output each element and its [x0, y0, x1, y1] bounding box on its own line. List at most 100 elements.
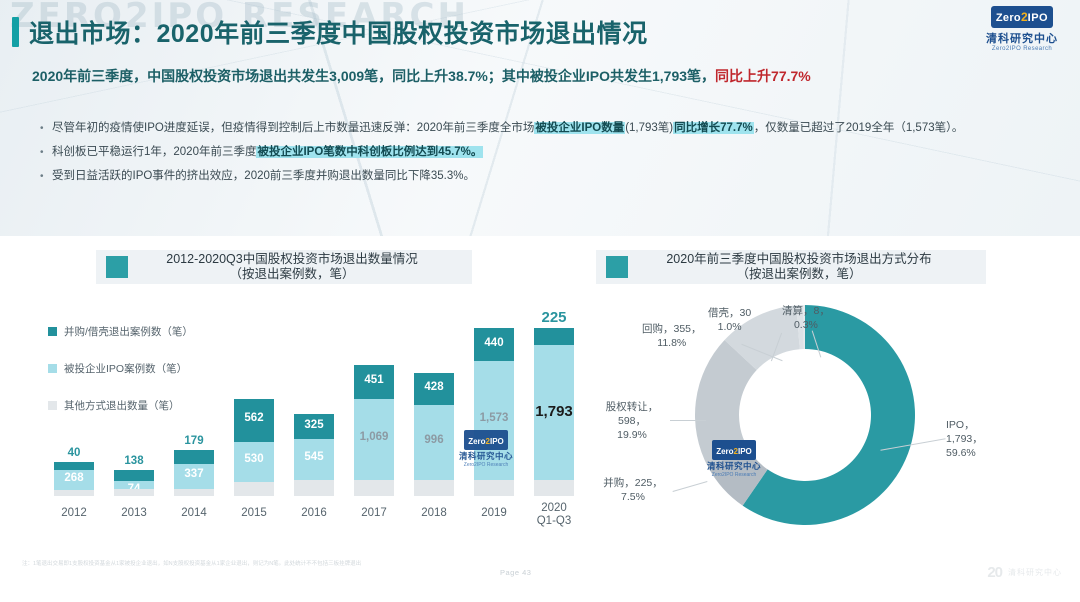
donut-svg	[695, 305, 915, 525]
watermark-ipo: IPO	[490, 437, 504, 446]
brand-logo: Zero2IPO 清科研究中心 Zero2IPO Research	[976, 6, 1068, 52]
bar-value-ipo: 1,069	[359, 430, 389, 443]
pie-chart-title: 2020年前三季度中国股权投资市场退出方式分布 （按退出案例数，笔）	[642, 252, 986, 282]
legend-swatch-icon	[48, 327, 57, 336]
bar-column-2015: 562 530	[234, 399, 274, 496]
donut-watermark-logo: Zero2IPO 清科研究中心 Zero2IPO Research	[698, 440, 770, 478]
donut-label-ipo-l1: IPO，	[946, 419, 975, 431]
bar-segment-ipo: 1,069	[354, 399, 394, 481]
bar-column-2017: 451 1,069	[354, 365, 394, 496]
footer-logo-cn: 清科研究中心	[1008, 568, 1062, 577]
footnote-text: 注：1笔退出交易即1支股权投资基金从1家被投企业退出，如N支股权投资基金从1家企…	[22, 561, 362, 567]
bar-value-ipo: 1,573	[479, 411, 509, 424]
bar-segment-other	[534, 480, 574, 496]
donut-label-guquanzhuanrang: 股权转让， 598， 19.9%	[594, 400, 670, 442]
donut-label-jieke: 借壳，30 1.0%	[708, 306, 751, 334]
donut-hole	[740, 350, 870, 480]
donut-slice-并购	[708, 446, 768, 506]
bar-segment-other	[234, 481, 274, 496]
bar-segment-other	[114, 488, 154, 496]
bar-column-2018: 428 996	[414, 372, 454, 496]
bar-value-ipo: 268	[64, 472, 84, 485]
bar-value-ma: 40	[67, 447, 81, 460]
bar-segment-ma: 40	[54, 447, 94, 471]
legend-label: 其他方式退出数量（笔）	[64, 400, 180, 412]
watermark-two: 2	[733, 447, 738, 456]
bar-x-label: 2017	[361, 507, 387, 519]
bullet-text: 科创板已平稳运行1年，2020年前三季度被投企业IPO笔数中科创板比例达到45.…	[52, 144, 1050, 161]
header-background: ZERO2IPO RESEARCH	[0, 0, 1080, 236]
list-item: • 尽管年初的疫情使IPO进度延误，但疫情得到控制后上市数量迅速反弹：2020年…	[40, 120, 1050, 137]
donut-label-binggou-l2: 7.5%	[621, 491, 645, 503]
legend-swatch-icon	[48, 364, 57, 373]
bar-value-ma: 325	[304, 418, 324, 431]
bar-x-label: 2019	[481, 507, 507, 519]
bar-chart-plot: 40 268 2012 138 74 2013 179 337 2014 562 530 2015 32…	[44, 300, 574, 527]
bullet-text: 尽管年初的疫情使IPO进度延误，但疫情得到控制后上市数量迅速反弹：2020年前三…	[52, 120, 1050, 137]
bar-chart-header: 2012-2020Q3中国股权投资市场退出数量情况 （按退出案例数，笔）	[96, 250, 472, 284]
chart-watermark-logo: Zero2IPO 清科研究中心 Zero2IPO Research	[450, 430, 522, 468]
donut-label-huigou: 回购，355， 11.8%	[642, 322, 702, 350]
list-item: • 科创板已平稳运行1年，2020年前三季度被投企业IPO笔数中科创板比例达到4…	[40, 144, 1050, 161]
bar-value-ma: 451	[364, 374, 384, 387]
donut-label-huigou-l1: 回购，355，	[642, 323, 702, 335]
bar-segment-ipo: 530	[234, 441, 274, 482]
bar-segment-other	[474, 480, 514, 496]
bar-x-label: 2015	[241, 507, 267, 519]
watermark-cn: 清科研究中心	[458, 451, 513, 461]
donut-slice-IPO	[742, 305, 915, 525]
bar-segment-ma: 440	[474, 328, 514, 362]
legend-label: 并购/借壳退出案例数（笔）	[64, 326, 193, 338]
watermark-zero: Zero	[716, 447, 734, 456]
donut-label-guquan-l2: 598，	[617, 415, 647, 427]
bar-chart-title: 2012-2020Q3中国股权投资市场退出数量情况 （按退出案例数，笔）	[142, 252, 472, 282]
watermark-zero: Zero	[468, 437, 486, 446]
bar-chart: 并购/借壳退出案例数（笔） 被投企业IPO案例数（笔） 其他方式退出数量（笔） …	[20, 300, 574, 545]
bar-column-2014: 179 337	[174, 435, 214, 496]
bar-x-label: 2014	[181, 507, 207, 519]
bar-value-ma: 562	[244, 412, 264, 425]
donut-slice-清算	[803, 305, 805, 350]
logo-ipo-text: IPO	[1027, 12, 1049, 24]
bar-value-ipo: 1,793	[535, 403, 573, 421]
bar-value-ma: 428	[424, 380, 444, 393]
bar-segment-ipo: 337	[174, 463, 214, 490]
bar-value-ma: 179	[184, 435, 204, 448]
watermark-cn: 清科研究中心	[706, 461, 761, 471]
title-text: 退出市场：2020年前三季度中国股权投资市场退出情况	[29, 20, 648, 48]
donut-label-guquan-l3: 19.9%	[617, 429, 647, 441]
bar-x-label: 2012	[61, 507, 87, 519]
bar-segment-other	[294, 480, 334, 496]
donut-label-guquan-l1: 股权转让，	[605, 401, 659, 413]
watermark-en: Zero2IPO Research	[463, 462, 509, 468]
bullet-marker-icon: •	[40, 147, 44, 158]
bar-value-ma: 225	[541, 308, 567, 326]
bar-column-2019: 440 1,573	[474, 328, 514, 496]
bar-segment-ipo: 268	[54, 470, 94, 491]
page-number: Page 43	[500, 568, 532, 577]
bar-column-2013: 138 74	[114, 455, 154, 496]
bar-value-ma: 138	[124, 455, 144, 468]
donut-label-jieke-l1: 借壳，30	[708, 307, 752, 319]
logo-badge: Zero2IPO	[990, 6, 1054, 28]
bar-column-2020Q1-Q3: 225 1,793	[534, 309, 574, 496]
bullet-seg: 尽管年初的疫情使IPO进度延误，但疫情得到控制后上市数量迅速反弹：2020年前三…	[52, 122, 535, 134]
subtitle-main-text: 2020年前三季度，中国股权投资市场退出共发生3,009笔，同比上升38.7%；…	[32, 68, 716, 84]
watermark-ipo: IPO	[738, 447, 752, 456]
bullet-seg-highlight: 被投企业IPO笔数中科创板比例达到45.7%。	[256, 146, 484, 158]
bar-segment-ma: 562	[234, 399, 274, 442]
pie-chart-title-line2: （按退出案例数，笔）	[736, 267, 862, 281]
bar-chart-title-line1: 2012-2020Q3中国股权投资市场退出数量情况	[166, 252, 418, 266]
bar-segment-ma: 179	[174, 435, 214, 464]
bar-segment-ipo: 1,793	[534, 344, 574, 481]
subtitle-highlight: 2020年前三季度，中国股权投资市场退出共发生3,009笔，同比上升38.7%；…	[32, 66, 1032, 87]
donut-slice-回购	[724, 305, 800, 371]
page-title: 退出市场：2020年前三季度中国股权投资市场退出情况	[12, 14, 648, 50]
bullet-seg: (1,793笔)	[625, 122, 674, 134]
logo-zero-text: Zero	[995, 12, 1021, 24]
donut-label-ipo: IPO， 1,793， 59.6%	[946, 418, 1016, 460]
bar-value-ipo: 337	[184, 467, 204, 480]
bar-column-2016: 325 545	[294, 414, 334, 496]
pie-chart-title-line1: 2020年前三季度中国股权投资市场退出方式分布	[666, 252, 932, 266]
